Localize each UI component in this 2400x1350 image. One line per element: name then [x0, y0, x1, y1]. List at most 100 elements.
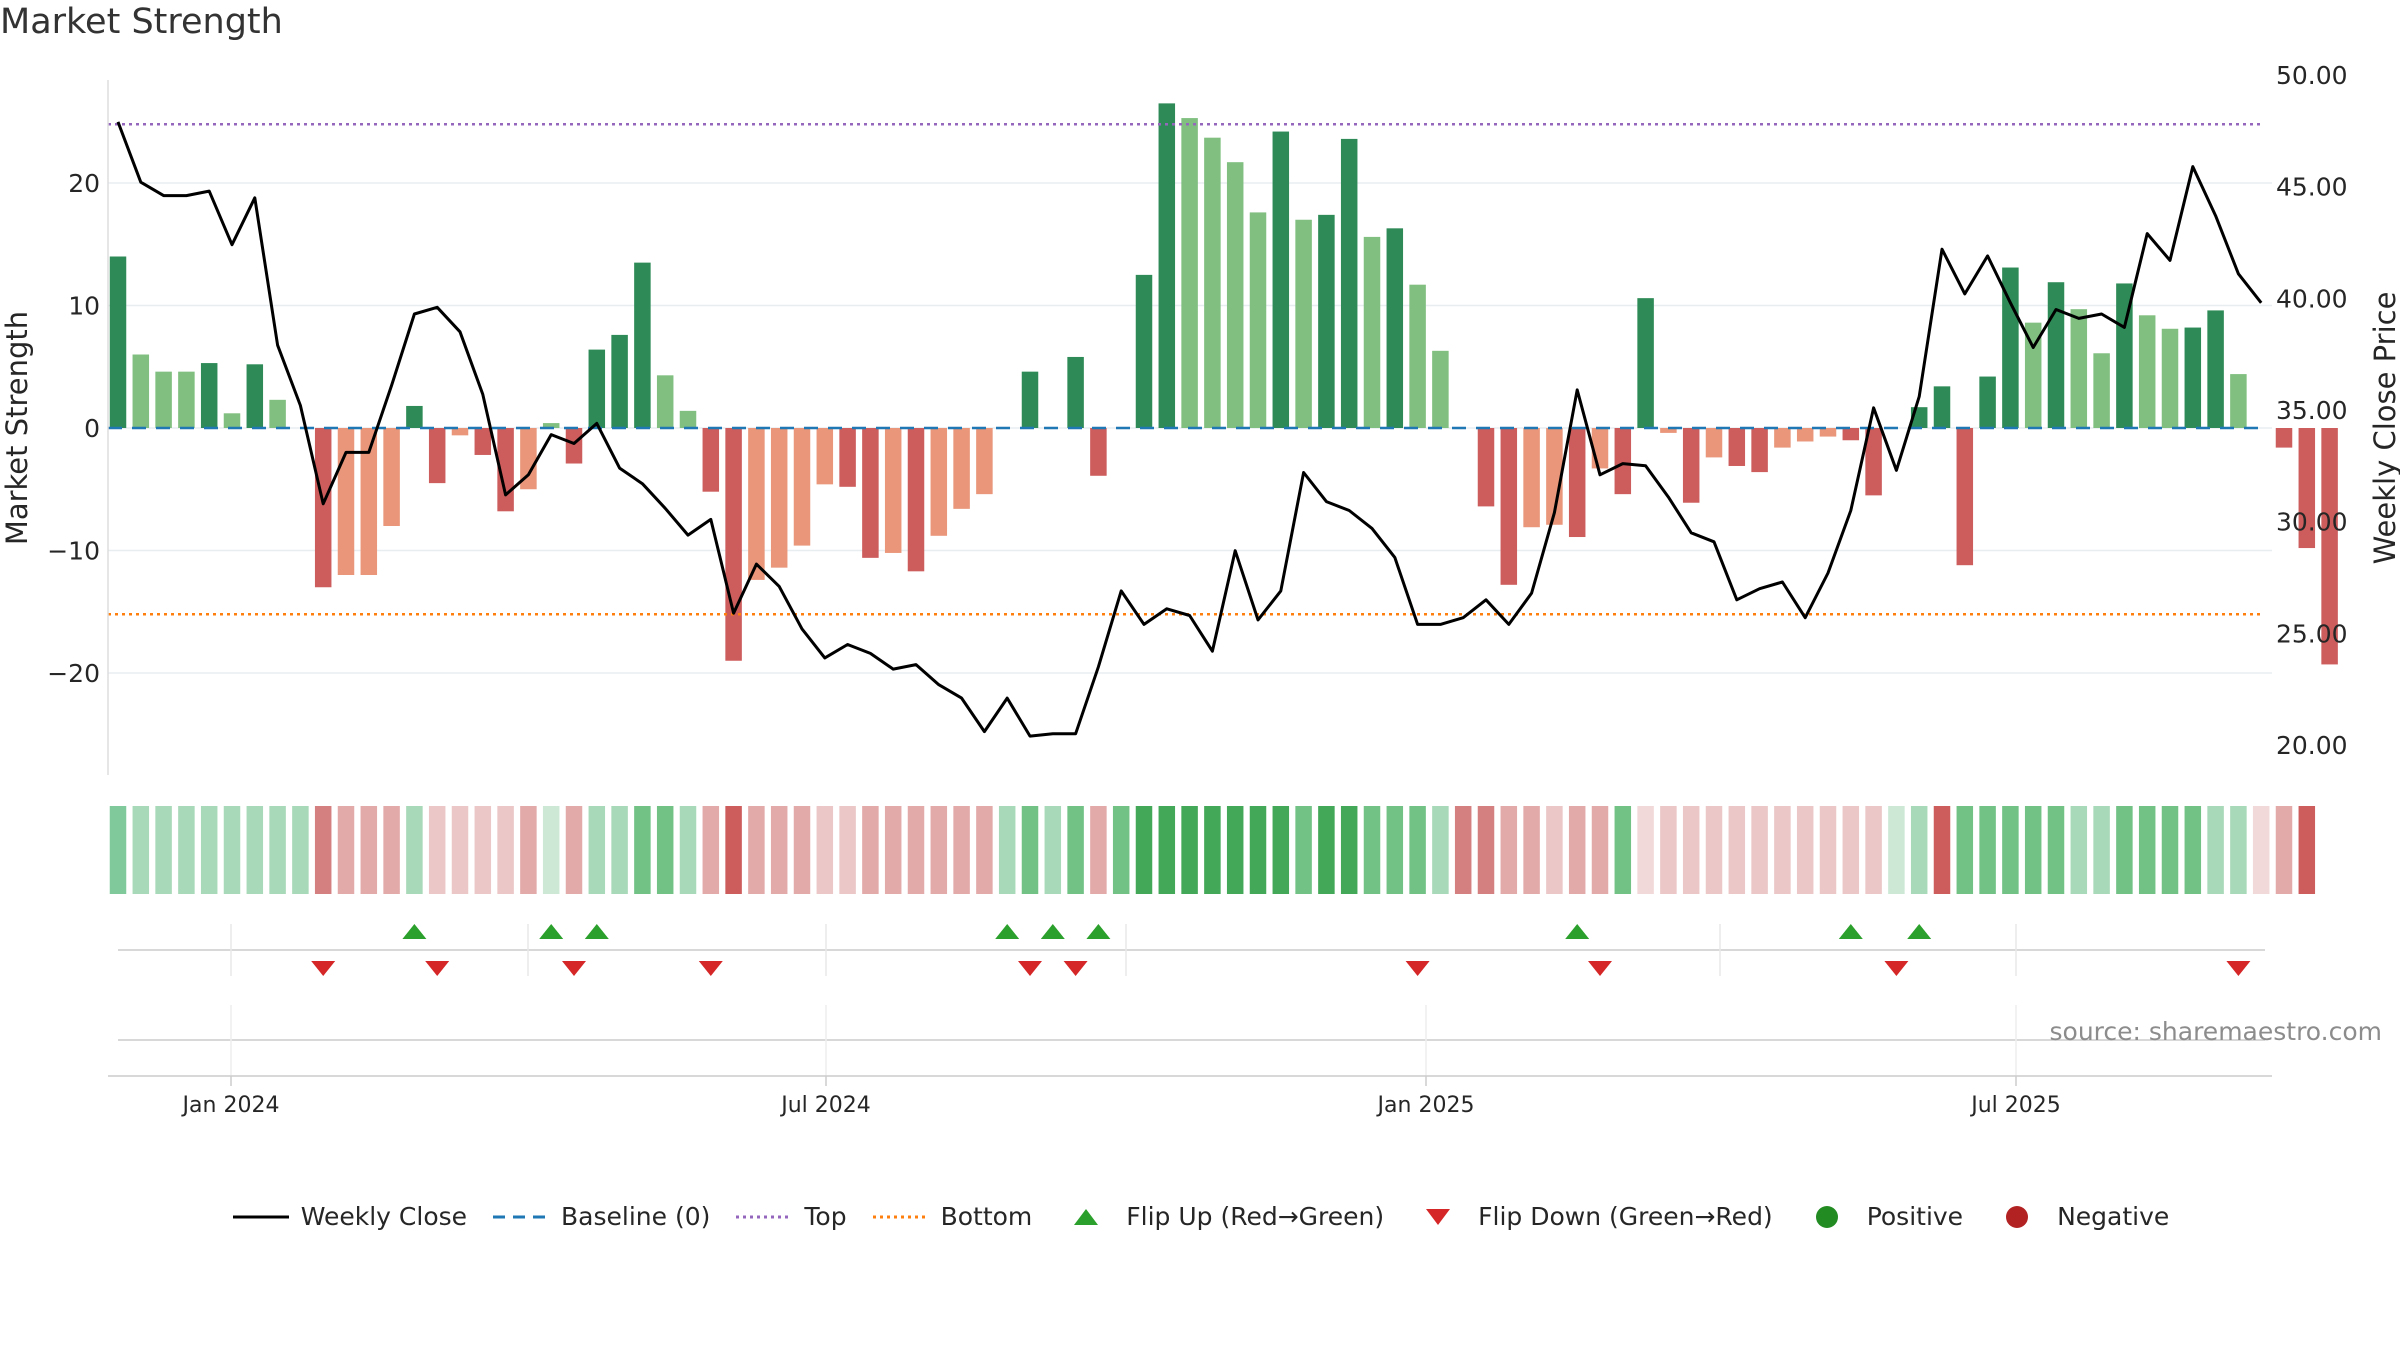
strength-bar: [269, 399, 286, 428]
strength-bar: [155, 371, 172, 428]
legend-swatch: [1815, 1205, 1838, 1228]
strength-bar: [1568, 428, 1586, 538]
band-cell: [1568, 806, 1586, 894]
band-cell: [178, 806, 195, 894]
strength-bars: [109, 103, 2338, 665]
legend-label: Positive: [1866, 1202, 1964, 1231]
x-tick-label: Jan 2025: [1376, 1093, 1475, 1118]
band-cell: [2230, 806, 2247, 894]
flip-down-marker: [1588, 961, 1612, 976]
strength-bar: [588, 349, 606, 428]
strength-bar: [1865, 428, 1882, 496]
legend-swatch: [232, 1215, 289, 1218]
flip-up-marker: [995, 924, 1020, 939]
y2-tick-label: 20.00: [2276, 731, 2348, 760]
strength-bar: [520, 428, 537, 490]
strength-bar: [1637, 298, 1654, 428]
strength-bar: [1728, 428, 1746, 466]
band-cell: [2275, 806, 2293, 894]
strength-bar: [1432, 350, 1449, 428]
band-cell: [1842, 806, 1860, 894]
band-cell: [1477, 806, 1495, 894]
legend-item: Bottom: [871, 1202, 1032, 1231]
band-cell: [2116, 806, 2133, 894]
band-cell: [1546, 806, 1563, 894]
flip-up-marker: [1040, 924, 1065, 939]
band-cell: [793, 806, 811, 894]
strength-bar: [1523, 428, 1540, 528]
legend-item: Negative: [1987, 1202, 2169, 1231]
band-cell: [1796, 806, 1814, 894]
strength-bar: [246, 364, 264, 428]
band-cell: [1523, 806, 1540, 894]
strength-bar: [953, 428, 970, 509]
band-cell: [1432, 806, 1449, 894]
legend-swatch: [2006, 1205, 2029, 1228]
band-cell: [1318, 806, 1335, 894]
strength-bar: [360, 428, 378, 575]
y2-tick-label: 50.00: [2276, 61, 2348, 90]
band-cell: [1409, 806, 1426, 894]
legend-item: Flip Down (Green→Red): [1408, 1202, 1773, 1231]
strength-bar: [1181, 118, 1198, 428]
strength-bar: [1158, 103, 1176, 428]
strength-bar: [2207, 310, 2224, 428]
band-cell: [907, 806, 925, 894]
strength-bar: [1979, 376, 1996, 428]
band-cell: [1454, 806, 1472, 894]
strength-bar: [200, 363, 218, 428]
strength-bar: [1842, 428, 1860, 441]
color-band: [109, 806, 2316, 894]
strength-bar: [2161, 328, 2179, 428]
strength-bar: [2275, 428, 2293, 448]
legend-label: Baseline (0): [561, 1202, 711, 1231]
band-cell: [1682, 806, 1700, 894]
band-cell: [155, 806, 172, 894]
strength-bar: [223, 413, 241, 428]
band-cell: [1591, 806, 1609, 894]
strength-bar: [1249, 212, 1267, 428]
reference-lines: [108, 122, 2262, 616]
strength-bar: [1386, 228, 1404, 428]
strength-bar: [862, 428, 879, 558]
band-cell: [2002, 806, 2019, 894]
flip-markers: [118, 924, 2265, 976]
flip-up-marker: [1565, 924, 1590, 939]
flip-up-marker: [584, 924, 609, 939]
band-cell: [679, 806, 697, 894]
flip-up-marker: [402, 924, 427, 939]
strength-bar: [451, 428, 469, 436]
band-cell: [1979, 806, 1996, 894]
strength-bar: [1363, 236, 1381, 428]
flip-down-marker: [2226, 961, 2251, 976]
flip-up-marker: [1907, 924, 1932, 939]
band-cell: [1774, 806, 1791, 894]
band-cell: [2184, 806, 2202, 894]
band-cell: [132, 806, 150, 894]
band-cell: [634, 806, 651, 894]
band-cell: [383, 806, 400, 894]
band-cell: [611, 806, 628, 894]
strength-bar: [1660, 428, 1677, 433]
band-cell: [360, 806, 378, 894]
band-cell: [1204, 806, 1221, 894]
legend-label: Weekly Close: [300, 1202, 468, 1231]
band-cell: [1386, 806, 1404, 894]
flip-up-marker: [1838, 924, 1863, 939]
strength-bar: [634, 262, 651, 428]
strength-bar: [907, 428, 925, 572]
y2-tick-label: 35.00: [2276, 396, 2348, 425]
strength-bar: [2184, 327, 2202, 428]
band-cell: [1135, 806, 1153, 894]
band-cell: [1249, 806, 1267, 894]
strength-bar: [383, 428, 400, 526]
band-cell: [862, 806, 879, 894]
band-cell: [428, 806, 446, 894]
legend-flip-down-swatch: [1426, 1208, 1451, 1225]
strength-bar: [2138, 315, 2156, 428]
strength-bar: [474, 428, 492, 455]
band-cell: [1363, 806, 1381, 894]
strength-bar: [1500, 428, 1518, 585]
band-cell: [1637, 806, 1654, 894]
band-cell: [1614, 806, 1632, 894]
